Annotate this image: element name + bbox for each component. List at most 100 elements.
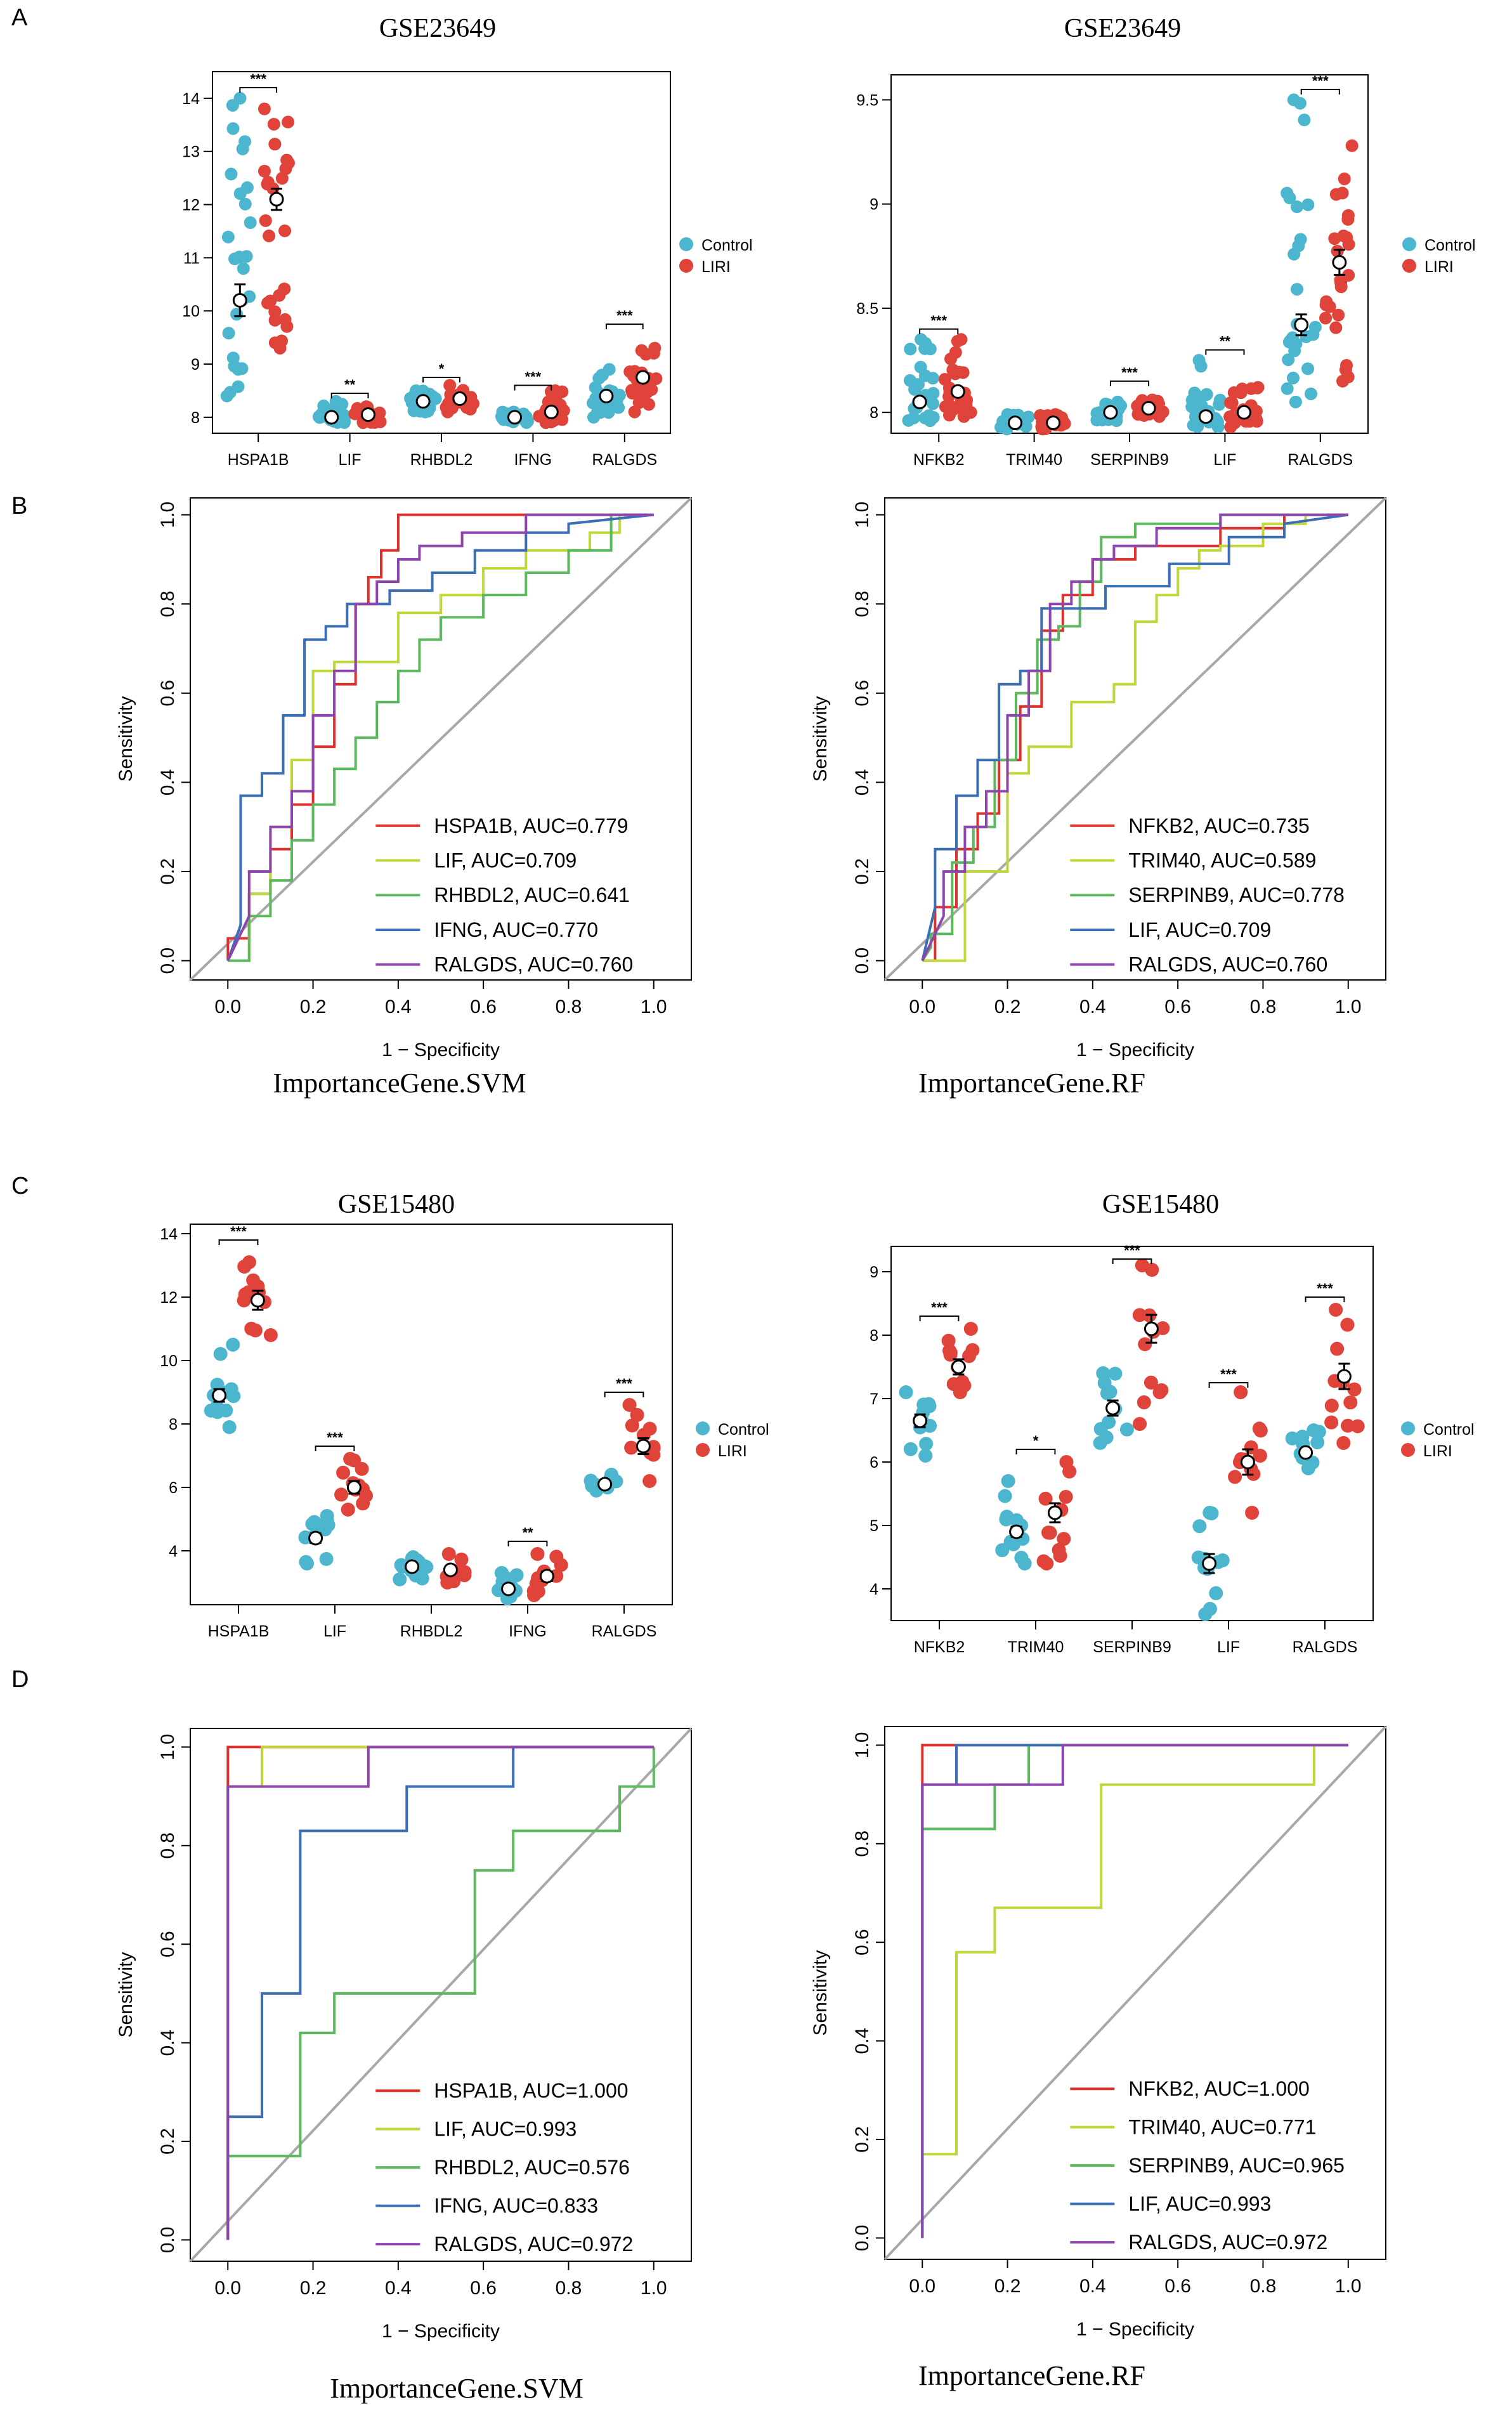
y-tick-label-A2: 8: [870, 404, 878, 422]
mean-marker: [250, 1293, 265, 1308]
mean-marker: [415, 394, 431, 409]
data-point-control: [914, 360, 927, 374]
mean-marker: [544, 404, 559, 419]
y-tick-label-D2: 0.6: [852, 1929, 873, 1955]
data-point-liri: [263, 229, 276, 242]
x-tick-label-C1: IFNG: [509, 1622, 547, 1640]
plot-frame-B2: [884, 497, 1386, 981]
legend-marker-control: [679, 237, 693, 251]
x-tick-label-B1: 0.6: [470, 996, 497, 1017]
data-point-control: [926, 372, 939, 385]
data-point-liri: [268, 313, 282, 327]
x-tick-label-D1: 0.4: [385, 2278, 412, 2299]
x-tick-label-D2: 0.8: [1250, 2276, 1277, 2297]
data-point-control: [1191, 1550, 1206, 1565]
y-tick-label-C2: 9: [870, 1263, 878, 1281]
data-point-control: [1097, 1376, 1112, 1390]
mean-marker: [232, 292, 247, 308]
mean-marker: [346, 1480, 362, 1495]
significance-bracket: [919, 1315, 960, 1321]
data-point-control: [1287, 247, 1301, 261]
data-point-control: [509, 1568, 524, 1583]
data-point-control: [1293, 96, 1307, 110]
data-point-liri: [946, 363, 960, 377]
y-tick-label-D2: 0.2: [852, 2126, 873, 2153]
data-point-control: [404, 391, 417, 405]
data-point-liri: [640, 386, 653, 399]
significance-label: ***: [616, 1376, 632, 1392]
data-point-liri: [267, 117, 280, 131]
x-tick-label-C2: RALGDS: [1293, 1638, 1358, 1656]
mean-marker: [1144, 1321, 1159, 1336]
significance-label: ***: [1312, 73, 1329, 89]
data-point-liri: [268, 336, 282, 349]
data-point-control: [318, 1522, 332, 1537]
data-point-liri: [237, 1259, 252, 1274]
data-point-liri: [1341, 1418, 1355, 1433]
x-tick-label-B1: 0.4: [385, 996, 412, 1017]
mean-marker: [1046, 415, 1061, 431]
data-point-liri: [1339, 359, 1353, 372]
y-tick-label-D1: 0.0: [157, 2227, 178, 2254]
data-point-control: [419, 1560, 434, 1574]
data-point-liri: [282, 156, 295, 169]
legend-label-control: Control: [1423, 1421, 1475, 1439]
data-point-control: [223, 386, 237, 399]
data-point-control: [1189, 410, 1202, 424]
data-point-liri: [954, 401, 967, 414]
mean-marker: [452, 391, 467, 407]
data-point-control: [305, 1517, 320, 1531]
x-tick-label-B1: 0.0: [214, 996, 241, 1017]
significance-bracket: [1109, 380, 1150, 386]
data-point-liri: [624, 1440, 639, 1455]
diagonal-reference-line: [883, 497, 1387, 981]
data-point-liri: [530, 1547, 545, 1561]
mean-marker: [324, 410, 339, 425]
data-point-control: [1001, 1474, 1015, 1488]
data-point-liri: [1324, 1399, 1339, 1413]
data-point-control: [1294, 233, 1307, 246]
data-point-control: [904, 343, 917, 356]
mean-marker: [599, 388, 614, 403]
significance-label: ***: [250, 71, 266, 87]
data-point-liri: [446, 1574, 461, 1589]
data-point-liri: [282, 115, 295, 129]
x-tick-label-A2: SERPINB9: [1090, 451, 1169, 469]
roc-curve-5: [226, 1746, 654, 2240]
significance-bracket: [604, 1392, 644, 1397]
x-tick-label-A1: HSPA1B: [228, 451, 289, 469]
mean-marker: [913, 1413, 928, 1428]
legend-label-3: SERPINB9, AUC=0.965: [1128, 2154, 1345, 2177]
data-point-control: [1185, 400, 1199, 414]
data-point-liri: [1132, 1308, 1147, 1322]
legend-label-1: HSPA1B, AUC=1.000: [434, 2079, 628, 2102]
data-point-liri: [259, 214, 272, 227]
roc-curve-5: [921, 1744, 1348, 2238]
y-tick-label-B2: 0.4: [852, 769, 873, 796]
data-point-control: [1286, 331, 1299, 344]
data-point-liri: [951, 334, 964, 348]
significance-bracket: [1305, 1296, 1345, 1302]
data-point-liri: [441, 1547, 456, 1561]
data-point-control: [231, 363, 245, 376]
x-tick-label-C1: LIF: [323, 1622, 346, 1640]
significance-bracket: [919, 328, 959, 334]
data-point-liri: [1336, 186, 1349, 200]
significance-bracket: [605, 323, 644, 330]
data-point-liri: [943, 1345, 958, 1360]
data-point-control: [918, 1449, 933, 1463]
mean-marker: [1332, 255, 1347, 270]
mean-marker: [269, 192, 284, 207]
data-point-control: [1301, 362, 1315, 375]
data-point-control: [1281, 186, 1294, 200]
data-point-control: [1009, 1513, 1024, 1527]
significance-label: ***: [616, 308, 633, 323]
x-tick-label-D2: 0.2: [994, 2276, 1021, 2297]
data-point-liri: [622, 1398, 637, 1412]
y-tick-label-C1: 14: [160, 1225, 178, 1243]
legend-label-3: SERPINB9, AUC=0.778: [1128, 884, 1345, 906]
data-point-control: [1204, 1506, 1219, 1520]
data-point-control: [587, 396, 600, 410]
data-point-control: [1281, 382, 1294, 395]
mean-marker: [1009, 1524, 1024, 1539]
